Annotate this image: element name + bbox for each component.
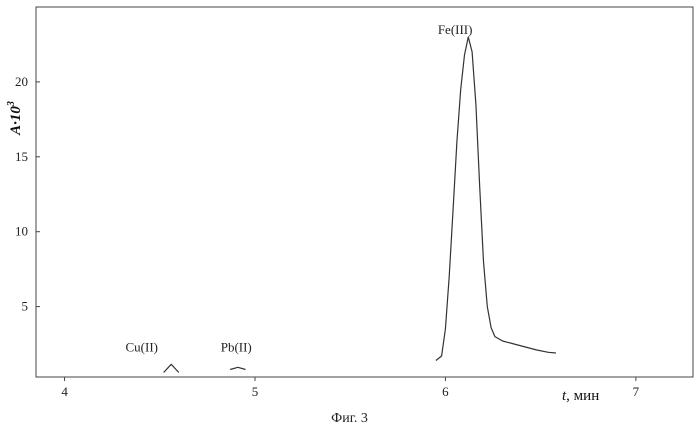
figure-caption: Фиг. 3 xyxy=(0,411,699,427)
series-line-2 xyxy=(164,364,179,372)
y-axis-label: A·103 xyxy=(6,101,24,136)
series-line-1 xyxy=(436,37,556,361)
series-line-3 xyxy=(230,367,245,369)
x-tick-label: 6 xyxy=(442,384,449,399)
x-tick-label: 4 xyxy=(61,384,68,399)
chromatogram-chart: 4 5 6 7 5 10 15 20 Fe(III) Cu(II) Pb(II) A·103 t,… xyxy=(0,0,699,411)
peak-label: Cu(II) xyxy=(126,340,159,355)
ticks-group: 4 5 6 7 5 10 15 20 xyxy=(15,74,640,399)
plot-frame xyxy=(36,7,693,377)
y-tick-label: 15 xyxy=(15,149,28,164)
y-axis-label-sup: 3 xyxy=(6,101,17,107)
y-axis-label-main: A·10 xyxy=(8,106,24,136)
x-tick-label: 5 xyxy=(252,384,259,399)
annotations-group: Fe(III) Cu(II) Pb(II) xyxy=(126,22,473,355)
x-axis-label-unit: , мин xyxy=(566,388,599,404)
y-tick-label: 10 xyxy=(15,224,28,239)
y-tick-label: 5 xyxy=(22,299,29,314)
peak-label: Fe(III) xyxy=(438,22,473,37)
x-axis-label: t, мин xyxy=(562,388,599,404)
y-tick-label: 20 xyxy=(15,74,28,89)
x-tick-label: 7 xyxy=(633,384,640,399)
series-group xyxy=(164,37,556,373)
peak-label: Pb(II) xyxy=(221,340,252,355)
